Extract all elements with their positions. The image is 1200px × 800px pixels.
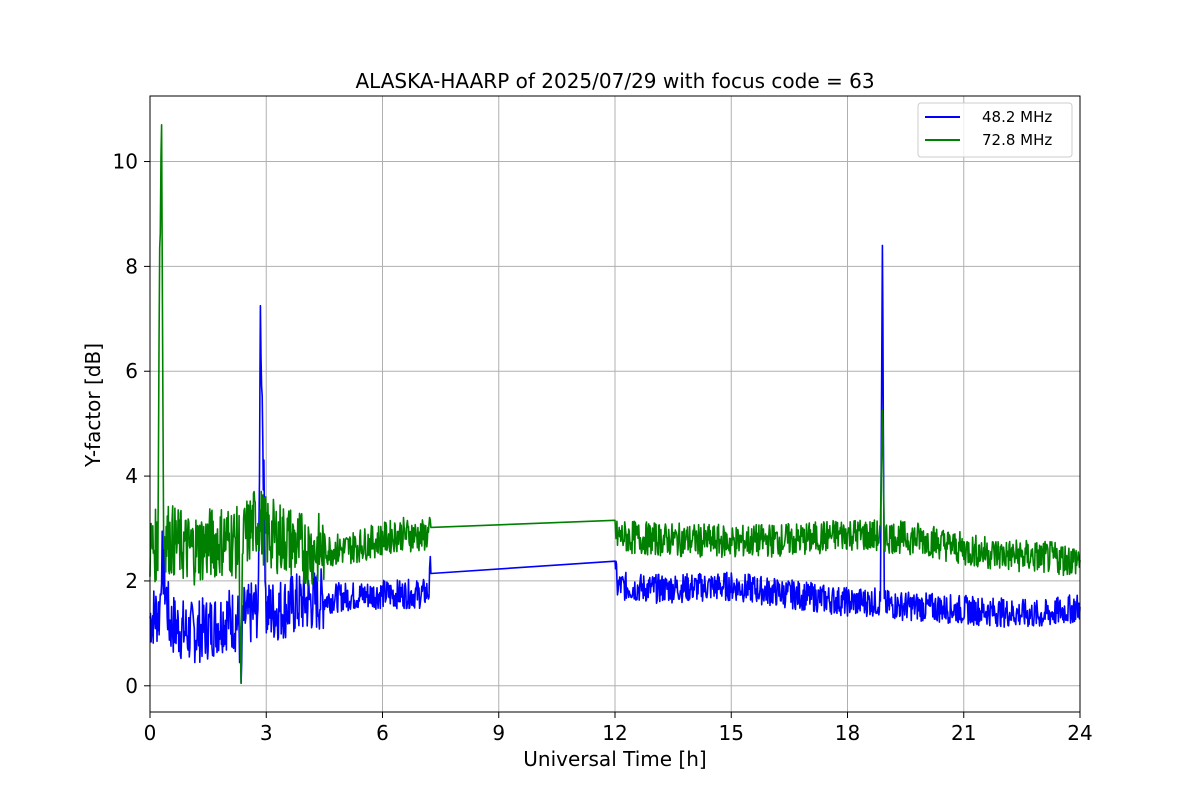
x-tick-label: 12: [602, 721, 627, 745]
x-tick-label: 6: [376, 721, 389, 745]
x-tick-label: 15: [719, 721, 744, 745]
legend: 48.2 MHz 72.8 MHz: [917, 102, 1073, 158]
legend-label-48mhz: 48.2 MHz: [982, 108, 1052, 126]
legend-label-72mhz: 72.8 MHz: [982, 131, 1052, 149]
x-tick-label: 18: [835, 721, 860, 745]
chart-title: ALASKA-HAARP of 2025/07/29 with focus co…: [355, 69, 874, 93]
x-tick-label: 24: [1067, 721, 1092, 745]
x-tick-label: 3: [260, 721, 273, 745]
y-tick-label: 8: [125, 254, 138, 278]
y-axis: 0 2 4 6 8 10: [113, 150, 150, 698]
x-tick-label: 9: [492, 721, 505, 745]
y-axis-label: Y-factor [dB]: [81, 343, 105, 468]
x-axis-label: Universal Time [h]: [523, 747, 706, 771]
series-layer: [149, 124, 1081, 685]
y-tick-label: 4: [125, 464, 138, 488]
series-line-1: [149, 124, 1081, 685]
y-tick-label: 6: [125, 359, 138, 383]
x-tick-label: 0: [144, 721, 157, 745]
series-line-0: [149, 244, 1081, 685]
y-tick-label: 10: [113, 150, 138, 174]
y-tick-label: 0: [125, 674, 138, 698]
y-tick-label: 2: [125, 569, 138, 593]
x-axis: 0 3 6 9 12 15 18 21 24: [144, 712, 1093, 745]
x-tick-label: 21: [951, 721, 976, 745]
